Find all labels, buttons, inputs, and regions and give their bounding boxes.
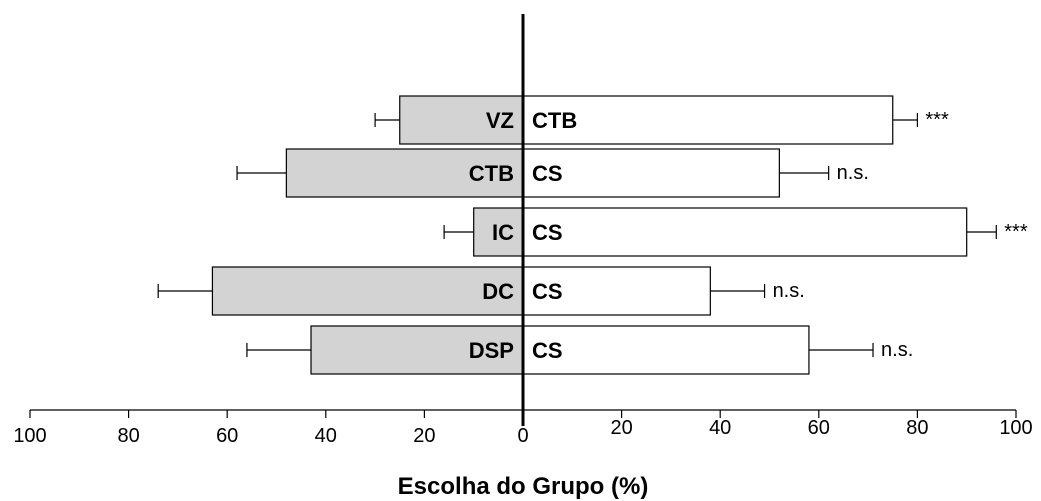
left-bar-label: VZ <box>486 108 514 133</box>
x-tick-label: 60 <box>808 417 830 439</box>
x-tick-label: 60 <box>216 425 238 447</box>
x-tick-label: 100 <box>999 417 1032 439</box>
bars-layer: VZ CTB *** CTB CS n.s. IC CS *** DC CS n.s. DSP CS n.s… <box>157 14 1028 426</box>
left-bar <box>211 266 524 316</box>
x-tick-label: 40 <box>709 417 731 439</box>
significance-label: *** <box>1004 221 1028 243</box>
right-bar <box>522 148 780 198</box>
right-bar-label: CS <box>532 279 563 304</box>
left-bar <box>399 95 524 145</box>
left-bar-label: IC <box>492 220 514 245</box>
x-tick-label: 80 <box>117 425 139 447</box>
significance-label: n.s. <box>773 280 805 302</box>
right-bar-label: CS <box>532 220 563 245</box>
right-bar <box>522 95 894 145</box>
x-axis-title: Escolha do Grupo (%) <box>398 473 649 500</box>
left-bar <box>285 148 524 198</box>
right-bar-label: CS <box>532 161 563 186</box>
right-bar-label: CS <box>532 338 563 363</box>
left-bar <box>310 325 524 375</box>
left-bar <box>473 207 524 257</box>
x-axis: 100 80 60 40 20 0 20 40 60 80 100 <box>13 409 1033 447</box>
x-tick-label: 100 <box>13 425 46 447</box>
right-bar-label: CTB <box>532 108 577 133</box>
x-tick-label: 20 <box>610 417 632 439</box>
x-tick-label: 40 <box>315 425 337 447</box>
x-tick-label: 20 <box>413 425 435 447</box>
right-bar <box>522 207 968 257</box>
significance-label: n.s. <box>837 162 869 184</box>
left-bar-label: DC <box>482 279 514 304</box>
left-bar-label: DSP <box>469 338 514 363</box>
significance-label: *** <box>925 109 949 131</box>
significance-label: n.s. <box>881 339 913 361</box>
x-tick-label: 80 <box>906 417 928 439</box>
x-tick-label: 0 <box>517 425 528 447</box>
right-bar <box>522 325 810 375</box>
left-bar-label: CTB <box>469 161 514 186</box>
